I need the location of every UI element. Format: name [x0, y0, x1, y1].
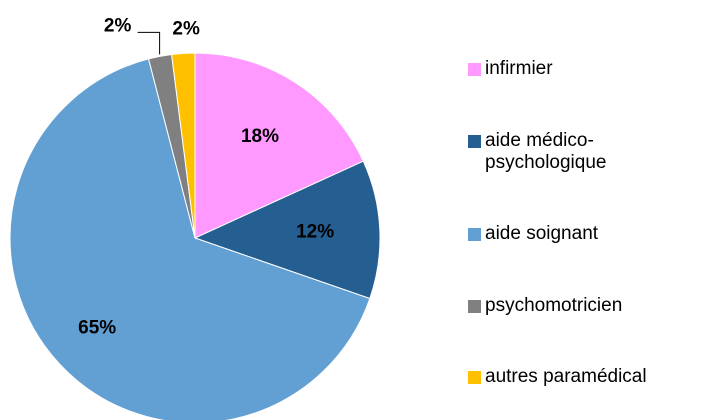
legend-swatch: [468, 63, 481, 76]
legend-swatch: [468, 134, 481, 148]
legend-swatch: [468, 371, 481, 384]
legend-label: psychomotricien: [485, 294, 623, 316]
pie-slice: [9, 58, 371, 420]
legend-swatch: [468, 299, 481, 313]
pie-slice: [193, 160, 381, 300]
pie-slice: [171, 52, 196, 239]
legend-label: autres paramédical: [485, 366, 647, 387]
leader-line: [137, 31, 161, 55]
legend-item: aide soignant: [468, 223, 715, 245]
legend-label: aide médico-psychologique: [485, 129, 607, 173]
data-label: 2%: [104, 15, 132, 36]
pie-slice: [194, 52, 364, 239]
legend-item: autres paramédical: [468, 366, 715, 388]
legend-item: infirmier: [468, 58, 715, 80]
data-label: 65%: [78, 317, 116, 338]
data-label: 12%: [296, 221, 334, 242]
data-label: 18%: [241, 126, 279, 147]
legend: infirmier aide médico-psychologique aide s…: [468, 58, 715, 388]
legend-swatch: [468, 228, 481, 241]
data-label: 2%: [172, 18, 200, 39]
legend-label: aide soignant: [485, 223, 599, 244]
legend-label: infirmier: [485, 58, 553, 79]
legend-item: aide médico-psychologique: [468, 130, 715, 174]
legend-item: psychomotricien: [468, 295, 715, 317]
